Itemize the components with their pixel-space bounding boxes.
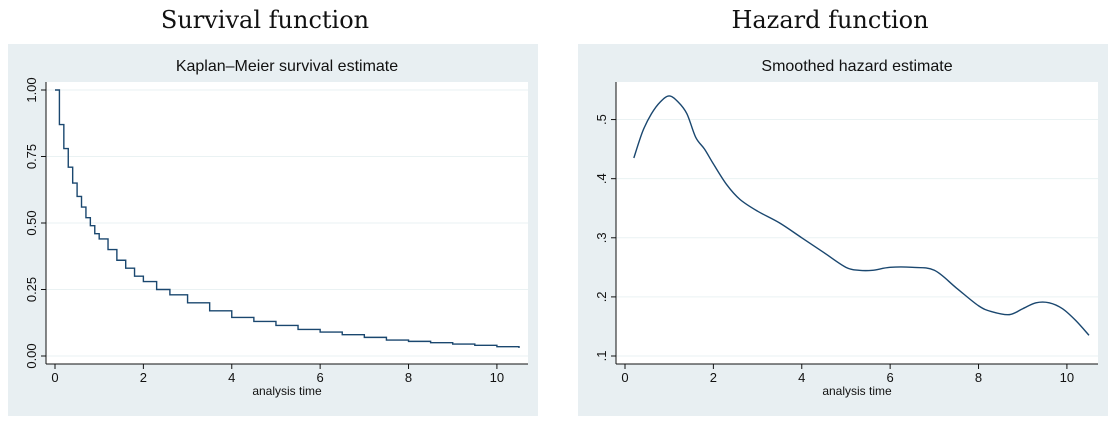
x-tick-label: 10 [1060, 370, 1074, 385]
y-tick-label: 0.75 [24, 144, 39, 169]
survival-curve [55, 89, 520, 349]
y-tick-label: .2 [594, 291, 609, 302]
x-tick-label: 8 [975, 370, 982, 385]
y-tick-label: 1.00 [24, 77, 39, 102]
chart-title: Smoothed hazard estimate [761, 58, 952, 75]
x-tick-label: 8 [405, 370, 412, 385]
hazard-figure-title: Hazard function [731, 6, 929, 34]
x-tick-label: 4 [228, 370, 235, 385]
survival-chart: Kaplan–Meier survival estimate 0 2 4 6 8 10 0.0… [8, 44, 538, 416]
x-tick-label: 2 [140, 370, 147, 385]
hazard-curve [633, 95, 1090, 336]
y-tick-label: 0.25 [24, 277, 39, 302]
plot-area [616, 82, 1098, 364]
survival-figure-title: Survival function [160, 6, 370, 34]
y-tick-label: .3 [594, 232, 609, 243]
x-tick-label: 6 [317, 370, 324, 385]
y-tick-label: .5 [594, 114, 609, 125]
y-tick-label: .1 [594, 351, 609, 362]
y-tick-label: 0.50 [24, 210, 39, 235]
y-tick-label: 0.00 [24, 343, 39, 368]
x-tick-label: 4 [798, 370, 805, 385]
x-axis-label: analysis time [252, 384, 322, 398]
y-tick-label: .4 [594, 173, 609, 184]
x-tick-label: 6 [887, 370, 894, 385]
chart-title: Kaplan–Meier survival estimate [176, 58, 398, 75]
x-tick-label: 2 [710, 370, 717, 385]
x-tick-label: 10 [490, 370, 504, 385]
x-tick-label: 0 [621, 370, 628, 385]
hazard-chart: Smoothed hazard estimate 0 2 4 6 8 10 .1 .2 .3 .4.… [578, 44, 1108, 416]
x-tick-label: 0 [51, 370, 58, 385]
x-axis-label: analysis time [822, 384, 892, 398]
